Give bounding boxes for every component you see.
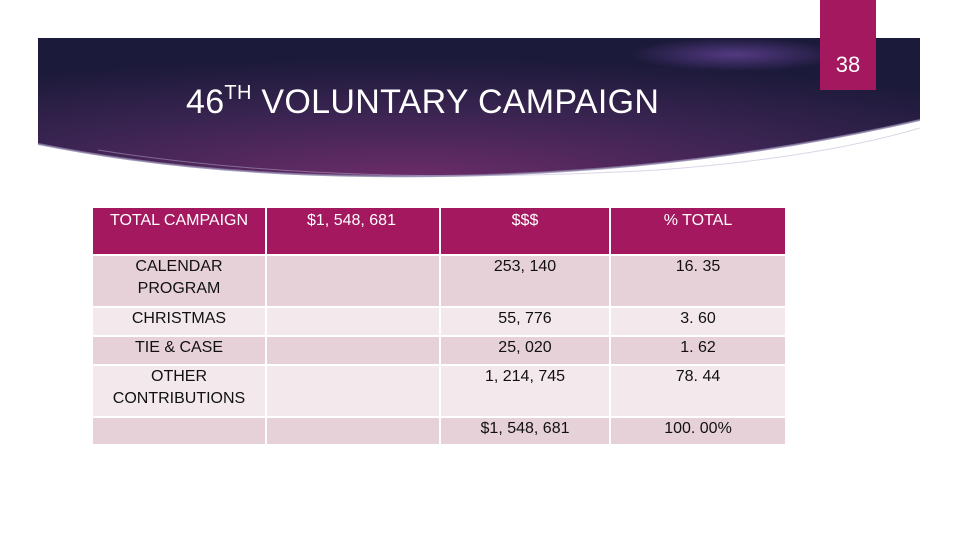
header-percent-cell: % TOTAL: [609, 206, 787, 256]
table-row: CHRISTMAS 55, 776 3. 60: [91, 306, 787, 337]
header-amount-cell: $$$: [439, 206, 611, 256]
slide-title: 46TH VOLUNTARY CAMPAIGN: [186, 82, 659, 122]
slide-number: 38: [820, 0, 876, 90]
campaign-table: TOTAL CAMPAIGN $1, 548, 681 $$$ % TOTAL …: [91, 206, 787, 446]
title-rest: VOLUNTARY CAMPAIGN: [251, 83, 660, 121]
table-row: TIE & CASE 25, 020 1. 62: [91, 335, 787, 366]
header-total-cell: $1, 548, 681: [265, 206, 441, 256]
row-blank-cell: [265, 254, 441, 308]
table-header-row: TOTAL CAMPAIGN $1, 548, 681 $$$ % TOTAL: [91, 206, 787, 256]
table-row: CALENDAR PROGRAM 253, 140 16. 35: [91, 254, 787, 308]
row-label-cell: [91, 416, 267, 446]
row-blank-cell: [265, 306, 441, 337]
title-banner: [38, 38, 920, 178]
row-label-cell: CALENDAR PROGRAM: [91, 254, 267, 308]
row-blank-cell: [265, 364, 441, 418]
table-row: OTHER CONTRIBUTIONS 1, 214, 745 78. 44: [91, 364, 787, 418]
row-percent-cell: 3. 60: [609, 306, 787, 337]
slide-number-text: 38: [835, 52, 861, 77]
row-label-cell: CHRISTMAS: [91, 306, 267, 337]
row-blank-cell: [265, 335, 441, 366]
total-amount-cell: $1, 548, 681: [439, 416, 611, 446]
title-superscript: TH: [224, 82, 252, 104]
row-percent-cell: 78. 44: [609, 364, 787, 418]
title-prefix: 46: [186, 83, 225, 121]
total-percent-cell: 100. 00%: [609, 416, 787, 446]
row-amount-cell: 253, 140: [439, 254, 611, 308]
header-label-cell: TOTAL CAMPAIGN: [91, 206, 267, 256]
row-percent-cell: 1. 62: [609, 335, 787, 366]
row-label-cell: OTHER CONTRIBUTIONS: [91, 364, 267, 418]
row-amount-cell: 1, 214, 745: [439, 364, 611, 418]
table-total-row: $1, 548, 681 100. 00%: [91, 416, 787, 446]
row-percent-cell: 16. 35: [609, 254, 787, 308]
row-amount-cell: 25, 020: [439, 335, 611, 366]
row-label-cell: TIE & CASE: [91, 335, 267, 366]
row-blank-cell: [265, 416, 441, 446]
row-amount-cell: 55, 776: [439, 306, 611, 337]
